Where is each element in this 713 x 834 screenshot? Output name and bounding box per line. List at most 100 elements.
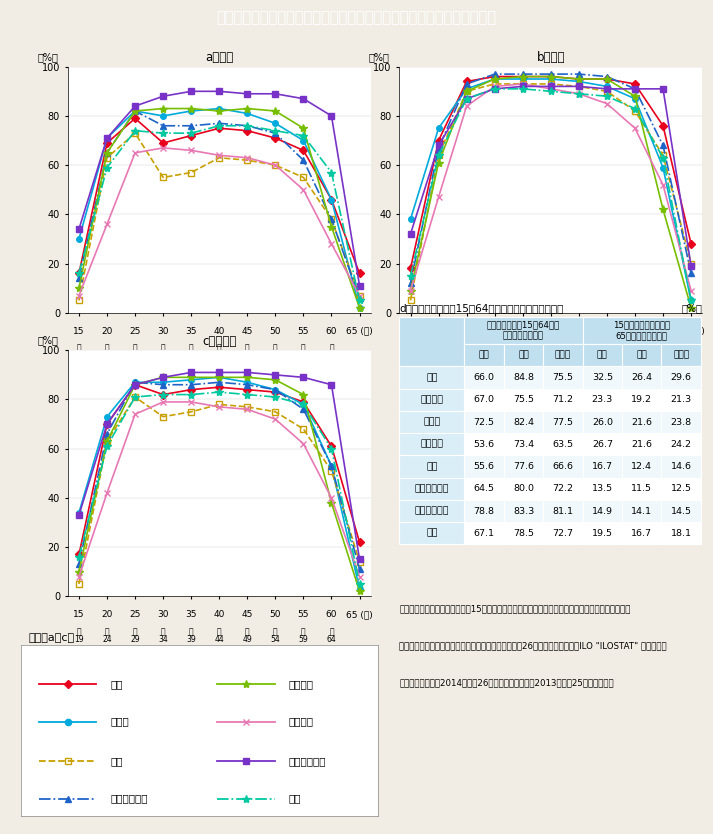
Bar <box>399 500 464 522</box>
Text: d．生産年齢人口（15～64歳人口）における労働力率: d．生産年齢人口（15～64歳人口）における労働力率 <box>399 303 564 313</box>
Text: 55: 55 <box>629 327 641 335</box>
Bar <box>399 522 464 545</box>
Text: 〜
64: 〜 64 <box>658 344 668 360</box>
Text: 〜
64: 〜 64 <box>327 627 337 644</box>
Text: 60: 60 <box>657 327 669 335</box>
Text: （%）: （%） <box>38 335 58 345</box>
Text: 男性: 男性 <box>636 351 647 359</box>
Text: 45: 45 <box>242 610 253 619</box>
Text: 〜
24: 〜 24 <box>434 344 443 360</box>
Text: シンガポール: シンガポール <box>414 485 449 493</box>
Bar <box>543 389 583 411</box>
Text: 〜
59: 〜 59 <box>299 627 308 644</box>
Text: 72.2: 72.2 <box>553 485 573 493</box>
Text: 77.6: 77.6 <box>513 462 534 471</box>
Bar <box>622 433 662 455</box>
Text: 25: 25 <box>461 327 472 335</box>
Bar <box>399 389 464 411</box>
Text: ドイツ: ドイツ <box>111 716 129 726</box>
Text: 40: 40 <box>214 327 225 335</box>
Text: 30: 30 <box>158 327 169 335</box>
Bar <box>622 500 662 522</box>
Bar <box>622 389 662 411</box>
Text: フランス: フランス <box>289 679 314 689</box>
Bar <box>399 317 464 366</box>
Bar <box>504 478 543 500</box>
Text: 65 (歳): 65 (歳) <box>347 327 373 335</box>
Bar <box>399 478 464 500</box>
Bar <box>583 366 622 389</box>
Bar <box>399 366 464 389</box>
Text: 72.5: 72.5 <box>473 418 495 426</box>
Bar <box>504 411 543 433</box>
Text: 米国: 米国 <box>289 794 302 803</box>
Text: 〜
19: 〜 19 <box>74 627 83 644</box>
Text: 12.5: 12.5 <box>671 485 692 493</box>
Text: 35: 35 <box>185 610 197 619</box>
Bar <box>662 478 701 500</box>
Text: 73.4: 73.4 <box>513 440 534 449</box>
Text: 〜
29: 〜 29 <box>462 344 471 360</box>
Text: 男女計: 男女計 <box>555 351 571 359</box>
Text: フランス: フランス <box>421 395 443 404</box>
Bar <box>504 500 543 522</box>
Text: 50: 50 <box>270 610 281 619</box>
Text: 〜
19: 〜 19 <box>406 344 415 360</box>
Bar <box>504 344 543 366</box>
Text: 15: 15 <box>73 327 85 335</box>
Text: 60: 60 <box>326 327 337 335</box>
Text: 韓国: 韓国 <box>111 756 123 766</box>
Bar <box>583 389 622 411</box>
Text: 82.4: 82.4 <box>513 418 534 426</box>
Text: 〜
49: 〜 49 <box>574 344 584 360</box>
Text: 日本: 日本 <box>426 373 438 382</box>
Bar <box>583 317 701 344</box>
Text: 83.3: 83.3 <box>513 506 534 515</box>
Text: 〜
34: 〜 34 <box>158 344 168 360</box>
Bar <box>464 522 504 545</box>
Bar <box>662 455 701 478</box>
Text: 〜
59: 〜 59 <box>630 344 640 360</box>
Text: 23.8: 23.8 <box>670 418 692 426</box>
Text: 26.4: 26.4 <box>631 373 652 382</box>
Bar <box>583 500 622 522</box>
Text: スウェーデン: スウェーデン <box>414 506 449 515</box>
Text: 韓国: 韓国 <box>426 462 438 471</box>
Text: 55: 55 <box>297 610 309 619</box>
Bar <box>622 455 662 478</box>
Text: 12.4: 12.4 <box>631 462 652 471</box>
Text: 75.5: 75.5 <box>553 373 573 382</box>
Text: 〜
44: 〜 44 <box>546 344 555 360</box>
Text: 15歳以上人口に占める
65歳以上人口の割合: 15歳以上人口に占める 65歳以上人口の割合 <box>613 321 670 340</box>
Bar <box>543 455 583 478</box>
Text: 75.5: 75.5 <box>513 395 534 404</box>
Bar <box>543 478 583 500</box>
Text: 14.5: 14.5 <box>671 506 692 515</box>
Text: 21.6: 21.6 <box>631 418 652 426</box>
Text: ３．日本と米国は2014（平成26）年，その他の国は2013（平成25）年の数値。: ３．日本と米国は2014（平成26）年，その他の国は2013（平成25）年の数値… <box>399 678 614 687</box>
Bar <box>543 500 583 522</box>
Bar <box>504 455 543 478</box>
Text: 〜
24: 〜 24 <box>102 627 112 644</box>
Text: 15: 15 <box>405 327 416 335</box>
Text: 20: 20 <box>101 610 113 619</box>
Text: 29.6: 29.6 <box>671 373 692 382</box>
Text: 〜
19: 〜 19 <box>74 344 83 360</box>
Text: 16.7: 16.7 <box>631 529 652 538</box>
Text: 65 (歳): 65 (歳) <box>678 327 704 335</box>
Bar <box>464 344 504 366</box>
Text: 65 (歳): 65 (歳) <box>347 610 373 619</box>
Text: 21.3: 21.3 <box>670 395 692 404</box>
Bar <box>662 344 701 366</box>
Text: 13.5: 13.5 <box>592 485 613 493</box>
Text: 18.1: 18.1 <box>671 529 692 538</box>
Text: 男性: 男性 <box>518 351 529 359</box>
Bar <box>583 344 622 366</box>
Text: 〜
59: 〜 59 <box>299 344 308 360</box>
Text: 55: 55 <box>297 327 309 335</box>
Bar <box>504 433 543 455</box>
Text: 男女計: 男女計 <box>673 351 689 359</box>
Text: 25: 25 <box>129 327 140 335</box>
Bar <box>662 522 701 545</box>
Bar <box>464 317 583 344</box>
